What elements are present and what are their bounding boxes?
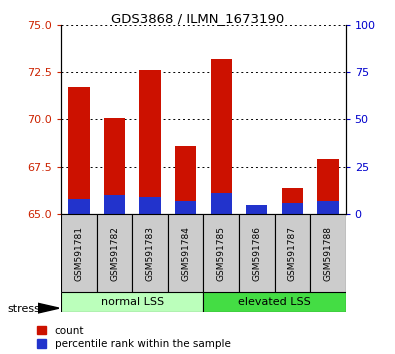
Bar	[317, 159, 339, 214]
Text: GSM591788: GSM591788	[324, 225, 332, 281]
Text: GSM591786: GSM591786	[252, 225, 261, 281]
Bar	[211, 59, 232, 214]
Bar	[275, 214, 310, 292]
Polygon shape	[38, 303, 59, 313]
Bar	[282, 203, 303, 214]
Bar	[175, 146, 196, 214]
Bar	[139, 70, 161, 214]
Bar	[139, 197, 161, 214]
Text: GSM591785: GSM591785	[217, 225, 226, 281]
Bar	[246, 210, 267, 214]
Bar	[310, 214, 346, 292]
Bar	[61, 292, 203, 312]
Bar	[317, 201, 339, 214]
Text: GSM591787: GSM591787	[288, 225, 297, 281]
Text: GSM591782: GSM591782	[110, 225, 119, 281]
Text: elevated LSS: elevated LSS	[238, 297, 311, 307]
Bar	[104, 195, 125, 214]
Bar	[203, 292, 346, 312]
Bar	[168, 214, 203, 292]
Bar	[211, 193, 232, 214]
Legend: count, percentile rank within the sample: count, percentile rank within the sample	[37, 326, 230, 349]
Bar	[175, 201, 196, 214]
Bar	[132, 214, 168, 292]
Text: GDS3868 / ILMN_1673190: GDS3868 / ILMN_1673190	[111, 12, 284, 25]
Text: GSM591781: GSM591781	[75, 225, 83, 281]
Bar	[104, 118, 125, 214]
Text: GSM591783: GSM591783	[146, 225, 154, 281]
Bar	[68, 199, 90, 214]
Text: GSM591784: GSM591784	[181, 225, 190, 281]
Bar	[68, 87, 90, 214]
Bar	[61, 214, 97, 292]
Bar	[282, 188, 303, 214]
Bar	[203, 214, 239, 292]
Text: stress: stress	[8, 304, 41, 314]
Bar	[97, 214, 132, 292]
Text: normal LSS: normal LSS	[101, 297, 164, 307]
Bar	[246, 205, 267, 214]
Bar	[239, 214, 275, 292]
